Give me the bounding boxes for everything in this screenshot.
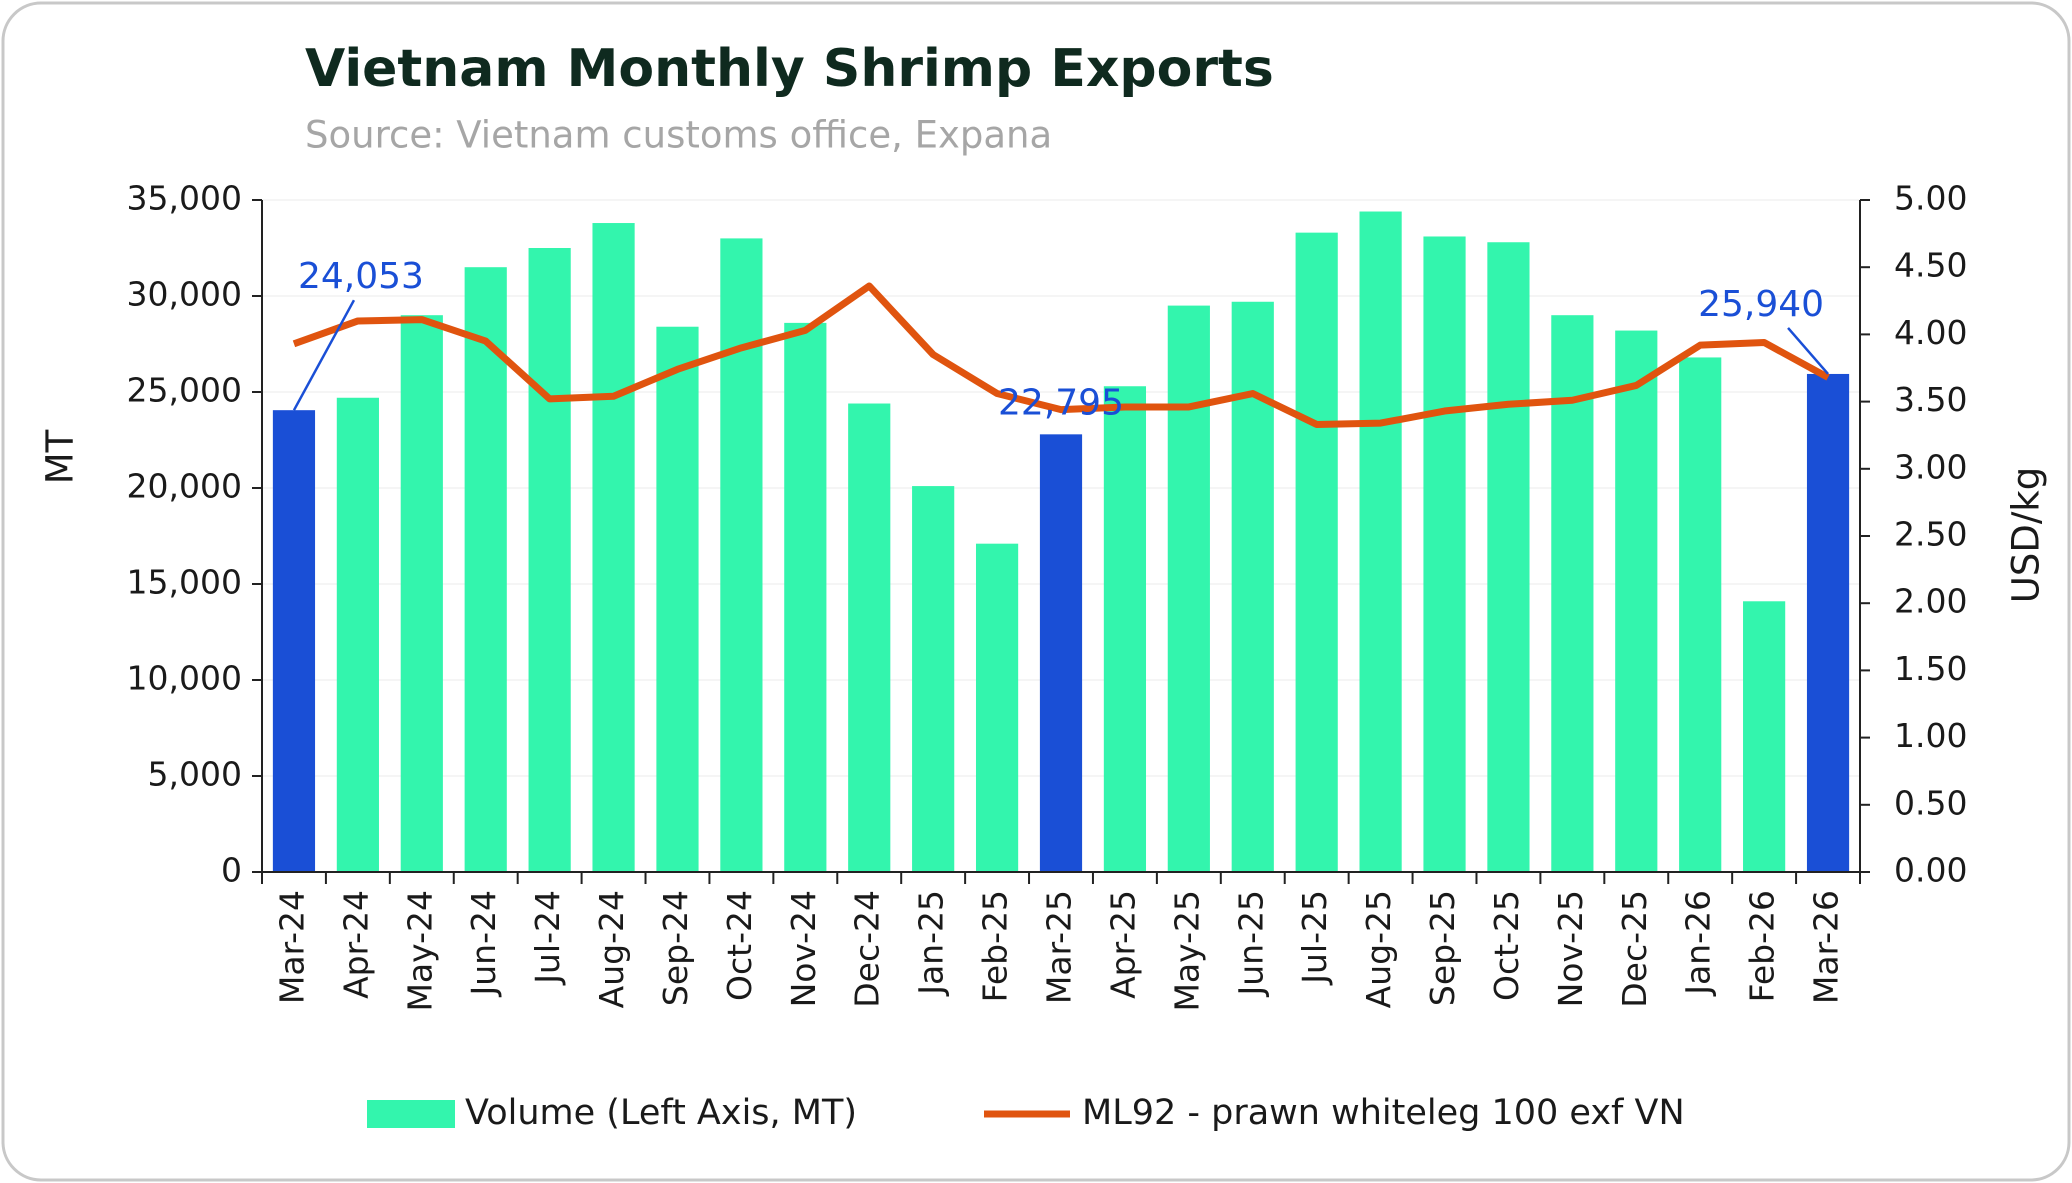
x-tick-label: Oct-24 — [720, 890, 759, 1001]
data-label: 24,053 — [298, 256, 424, 297]
bar — [1423, 236, 1466, 873]
x-tick-label: Dec-25 — [1615, 890, 1654, 1008]
leader-line — [292, 299, 356, 411]
bar — [720, 238, 763, 872]
x-tick-label: Feb-25 — [976, 890, 1015, 1002]
x-tick-label: Sep-24 — [656, 890, 695, 1006]
y2-tick-label: 2.50 — [1894, 515, 1967, 554]
bar — [592, 223, 635, 873]
x-tick-label: Aug-25 — [1359, 890, 1398, 1008]
x-tick-label: Jul-25 — [1295, 890, 1334, 986]
x-tick-label: Mar-25 — [1040, 890, 1079, 1004]
bar — [1039, 434, 1083, 872]
bar — [400, 315, 443, 872]
x-tick-label: Oct-25 — [1487, 890, 1526, 1001]
bar — [464, 267, 507, 872]
x-tick-label: Jun-25 — [1231, 890, 1270, 997]
bar — [1551, 315, 1594, 872]
x-tick-label: Dec-24 — [848, 890, 887, 1008]
x-tick-label: Nov-24 — [784, 890, 823, 1007]
bar — [656, 326, 699, 873]
x-tick-label: Apr-25 — [1103, 890, 1142, 999]
y2-tick-label: 1.50 — [1894, 649, 1967, 688]
chart-subtitle: Source: Vietnam customs office, Expana — [305, 114, 1052, 157]
bar — [1103, 386, 1147, 872]
x-tick-label: Nov-25 — [1551, 890, 1590, 1007]
y-tick-label: 25,000 — [127, 371, 242, 410]
y2-tick-label: 0.50 — [1894, 783, 1967, 822]
bar — [1487, 242, 1530, 873]
y-tick-label: 15,000 — [127, 563, 242, 602]
x-tick-label: Feb-26 — [1743, 890, 1782, 1002]
x-tick-label: Sep-25 — [1423, 890, 1462, 1006]
bar — [1615, 330, 1658, 872]
y2-tick-label: 4.00 — [1894, 313, 1967, 352]
x-tick-label: May-24 — [400, 890, 439, 1012]
legend-swatch — [367, 1100, 455, 1128]
y-axis-label: MT — [39, 429, 82, 484]
legend-label: ML92 - prawn whiteleg 100 exf VN — [1082, 1093, 1685, 1133]
bar — [336, 397, 379, 872]
bar — [1167, 305, 1210, 873]
x-tick-label: Mar-24 — [272, 890, 311, 1004]
bar — [784, 322, 827, 872]
y2-tick-label: 4.50 — [1894, 246, 1967, 285]
bar — [1679, 357, 1722, 872]
y2-tick-label: 0.00 — [1894, 851, 1967, 890]
y2-axis-label: USD/kg — [2005, 467, 2048, 603]
y2-tick-label: 3.50 — [1894, 380, 1967, 419]
x-tick-label: Jan-26 — [1679, 890, 1718, 997]
y-tick-label: 5,000 — [148, 755, 242, 794]
y2-tick-label: 5.00 — [1894, 179, 1967, 218]
x-tick-label: Aug-24 — [592, 890, 631, 1008]
x-tick-label: Jan-25 — [912, 890, 951, 997]
bar — [975, 543, 1019, 872]
x-tick-label: Jul-24 — [528, 890, 567, 986]
bar — [1806, 373, 1850, 872]
y-tick-label: 35,000 — [127, 179, 242, 218]
bar — [848, 403, 891, 872]
bar — [528, 248, 571, 872]
y-tick-label: 20,000 — [127, 467, 242, 506]
bar — [1295, 232, 1338, 872]
bar — [1743, 601, 1786, 872]
leader-line — [1787, 327, 1829, 375]
bar — [912, 486, 955, 872]
y2-tick-label: 2.00 — [1894, 582, 1967, 621]
x-tick-label: Apr-24 — [336, 890, 375, 999]
bar — [1231, 301, 1274, 872]
x-tick-label: Mar-26 — [1807, 890, 1846, 1004]
x-tick-label: Jun-24 — [464, 890, 503, 997]
legend-label: Volume (Left Axis, MT) — [465, 1093, 857, 1133]
y2-tick-label: 1.00 — [1894, 716, 1967, 755]
bar — [1359, 211, 1402, 872]
bar — [272, 410, 316, 872]
y-tick-label: 30,000 — [127, 275, 242, 314]
data-label: 22,795 — [998, 382, 1124, 423]
chart-title: Vietnam Monthly Shrimp Exports — [305, 39, 1274, 99]
x-tick-label: May-25 — [1167, 890, 1206, 1012]
data-label: 25,940 — [1698, 284, 1824, 325]
y-tick-label: 10,000 — [127, 659, 242, 698]
y-tick-label: 0 — [221, 851, 242, 890]
line — [292, 282, 1830, 428]
y2-tick-label: 3.00 — [1894, 447, 1967, 486]
